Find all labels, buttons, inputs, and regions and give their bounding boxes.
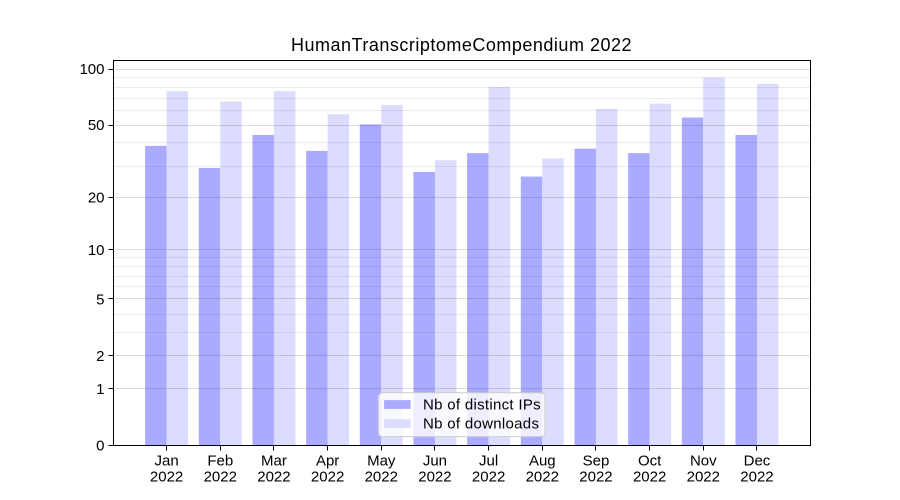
svg-text:Aug: Aug	[529, 453, 556, 470]
svg-text:2022: 2022	[687, 469, 720, 486]
svg-text:2022: 2022	[526, 469, 559, 486]
svg-text:Apr: Apr	[316, 453, 339, 470]
svg-text:Feb: Feb	[207, 453, 233, 470]
svg-text:2022: 2022	[579, 469, 612, 486]
svg-text:0: 0	[96, 437, 104, 454]
svg-text:2022: 2022	[311, 469, 344, 486]
svg-text:10: 10	[88, 242, 105, 259]
svg-text:2: 2	[96, 348, 104, 365]
svg-text:Jan: Jan	[155, 453, 179, 470]
svg-text:Nb of downloads: Nb of downloads	[423, 416, 539, 433]
svg-text:100: 100	[79, 61, 104, 78]
svg-text:Mar: Mar	[261, 453, 287, 470]
svg-text:Dec: Dec	[744, 453, 771, 470]
svg-text:HumanTranscriptomeCompendium 2: HumanTranscriptomeCompendium 2022	[291, 35, 632, 55]
svg-text:2022: 2022	[633, 469, 666, 486]
svg-text:50: 50	[88, 117, 105, 134]
svg-text:Sep: Sep	[583, 453, 610, 470]
svg-text:2022: 2022	[257, 469, 290, 486]
svg-text:May: May	[367, 453, 396, 470]
svg-text:2022: 2022	[472, 469, 505, 486]
svg-text:1: 1	[96, 381, 104, 398]
svg-text:2022: 2022	[204, 469, 237, 486]
svg-text:Oct: Oct	[638, 453, 662, 470]
svg-text:2022: 2022	[150, 469, 183, 486]
svg-text:2022: 2022	[365, 469, 398, 486]
svg-text:Nb of distinct IPs: Nb of distinct IPs	[423, 397, 541, 414]
svg-text:2022: 2022	[740, 469, 773, 486]
svg-text:5: 5	[96, 291, 104, 308]
svg-text:20: 20	[88, 189, 105, 206]
svg-text:Jun: Jun	[423, 453, 447, 470]
svg-text:Jul: Jul	[479, 453, 498, 470]
svg-text:Nov: Nov	[690, 453, 717, 470]
svg-text:2022: 2022	[418, 469, 451, 486]
